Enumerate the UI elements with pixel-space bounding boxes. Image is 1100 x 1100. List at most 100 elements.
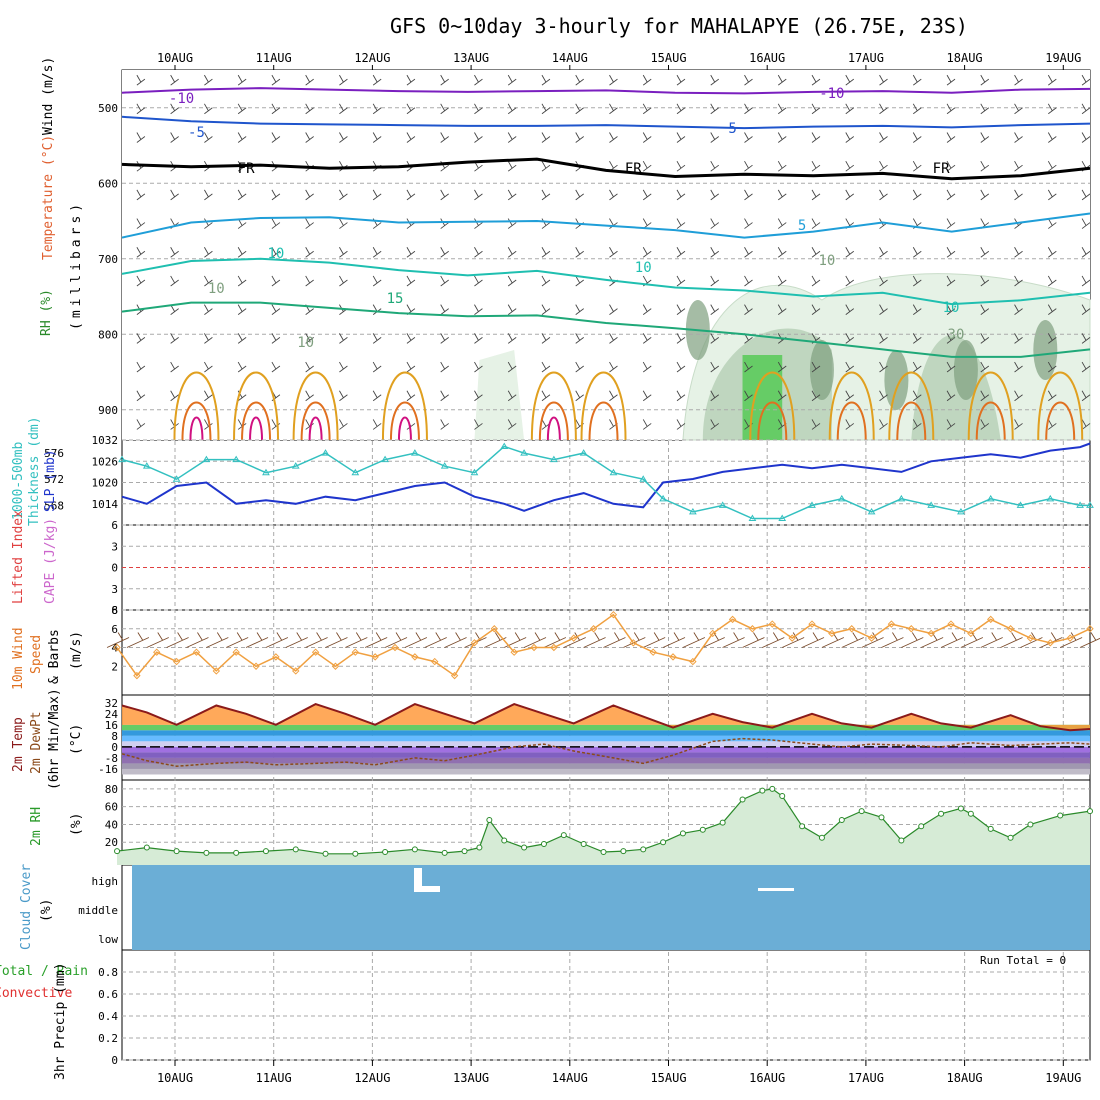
li-tick-label: 0	[111, 562, 118, 575]
wind-barb	[1047, 304, 1057, 316]
temp-contour-30-loop	[249, 416, 264, 441]
wind-barb	[845, 333, 855, 344]
wind-barb	[271, 275, 281, 287]
wind-barb	[237, 361, 247, 373]
wind-barb	[204, 132, 213, 143]
wind-barb	[676, 132, 686, 143]
temp-unit-label: (°C)	[69, 724, 84, 755]
rh-tick-label: 20	[105, 836, 118, 849]
wind-barb	[609, 304, 618, 316]
wind-barb	[912, 160, 922, 172]
thickness-point	[549, 455, 558, 463]
wind10-barb	[523, 632, 547, 648]
li-tick-label: 3	[111, 583, 118, 596]
wind-barb	[440, 189, 449, 201]
wind-barb	[271, 304, 281, 316]
rh2m-point	[173, 848, 180, 855]
contour-label: FR	[625, 161, 642, 177]
wind-barb	[980, 74, 990, 86]
wind-barb	[609, 361, 618, 373]
wind10-point	[867, 634, 876, 642]
wind-barb	[507, 419, 517, 430]
wind-barb	[642, 103, 652, 115]
wind-barb	[474, 304, 483, 316]
wind-barb	[372, 333, 382, 344]
wind10-point	[371, 653, 379, 661]
wind-barb	[642, 74, 652, 86]
cloud-row-label: high	[92, 875, 119, 888]
wind-barb	[980, 160, 990, 172]
temp-contour-25-loop	[588, 401, 619, 441]
wind-barb	[305, 103, 314, 115]
wind-barb	[946, 275, 956, 287]
wind-barb	[474, 361, 483, 373]
wind-barb	[980, 103, 990, 115]
wind10-point	[709, 629, 717, 638]
wind10-point	[431, 657, 439, 666]
wind10-point	[649, 648, 657, 656]
rh2m-fill	[117, 788, 1090, 865]
date-label-bottom: 11AUG	[256, 1071, 292, 1085]
rh-fill-dark-3	[953, 340, 978, 400]
wind-barb	[170, 189, 179, 201]
wind-tick-label: 6	[111, 623, 118, 636]
wind-barb	[440, 103, 449, 115]
wind-barb	[879, 74, 888, 86]
wind10-point	[292, 667, 300, 675]
wind-barb	[1014, 419, 1023, 430]
wind10-point	[411, 653, 419, 661]
wind-barb	[339, 333, 348, 344]
wind-barb	[575, 333, 584, 344]
rh-fill-70	[742, 355, 783, 440]
wind10-point	[609, 610, 618, 619]
wind-barb	[541, 275, 551, 287]
wind-barb	[744, 189, 753, 201]
wind-barb	[609, 333, 618, 344]
wind-barb	[474, 103, 483, 115]
wind-barb	[642, 247, 652, 258]
wind-barb	[744, 132, 753, 143]
wind-barb	[980, 361, 990, 373]
date-label-top: 17AUG	[848, 51, 884, 65]
wind10-barb	[325, 632, 348, 648]
wind-barb	[305, 361, 314, 373]
wind-barb	[1047, 160, 1057, 172]
temp-contour-20-loop	[580, 371, 627, 441]
wind-barb	[271, 103, 281, 115]
wind-barb	[339, 74, 348, 86]
wind-barb	[339, 419, 348, 430]
rh2m-point	[476, 844, 483, 851]
rh2m-point	[322, 850, 329, 857]
wind10-barb	[920, 632, 944, 648]
wind-barb	[676, 247, 686, 258]
wind-barb	[710, 361, 720, 373]
temp-contour-20-loop	[292, 371, 339, 441]
wind10-barb	[762, 632, 785, 648]
wind-barb	[1047, 275, 1057, 287]
rh2m-point	[878, 814, 885, 821]
wind10-point	[788, 634, 796, 642]
wind10-point	[927, 629, 935, 638]
slp-tick-label: 1026	[92, 455, 119, 468]
li-axis-labels: CAPE (J/kg) Lifted Index	[11, 510, 58, 604]
wind-barb	[811, 247, 821, 258]
wind-barb	[1081, 419, 1091, 430]
wind10-barb	[980, 632, 1003, 648]
thickness-point	[688, 507, 697, 515]
slp-tick-label: 1020	[92, 477, 119, 490]
wind-barb	[575, 189, 584, 201]
temp-contour-25-loop	[300, 401, 331, 441]
wind-barb	[980, 189, 990, 201]
wind10-point	[967, 629, 975, 638]
wind-barb	[406, 132, 416, 143]
wind-barb	[170, 275, 179, 287]
cloud-unit-label: (%)	[39, 899, 54, 922]
wind-barb	[305, 74, 314, 86]
wind10-point	[192, 648, 201, 656]
wind-barb	[980, 419, 990, 430]
temp-band	[122, 741, 1090, 747]
temp-contour-10	[121, 257, 1091, 306]
wind10-point	[589, 625, 598, 633]
thickness-point	[609, 468, 618, 476]
